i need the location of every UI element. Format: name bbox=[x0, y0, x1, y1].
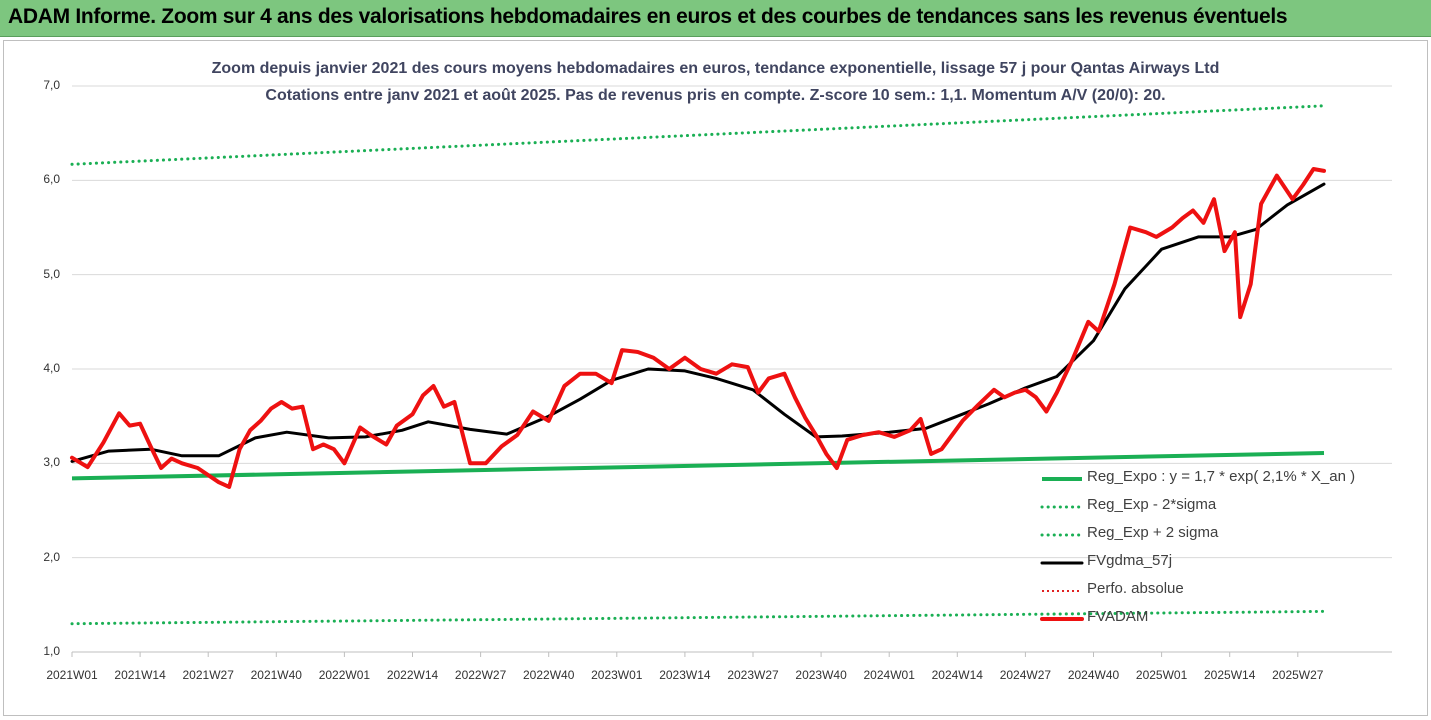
legend-label: Reg_Exp + 2 sigma bbox=[1087, 524, 1219, 541]
series-fvadam bbox=[70, 167, 1326, 489]
x-tick-label: 2024W14 bbox=[931, 668, 983, 682]
legend-label: FVADAM bbox=[1087, 608, 1149, 625]
gridlines bbox=[71, 85, 1392, 657]
legend-label: Perfo. absolue bbox=[1087, 580, 1184, 597]
x-tick-label: 2021W27 bbox=[182, 668, 234, 682]
x-tick-label: 2025W27 bbox=[1272, 668, 1324, 682]
y-tick-label: 7,0 bbox=[43, 78, 60, 92]
legend-swatch bbox=[1040, 617, 1084, 621]
legend-swatch bbox=[1040, 533, 1084, 537]
series-reg-expo bbox=[71, 451, 1325, 481]
legend-item: FVADAM bbox=[1040, 608, 1420, 628]
x-tick-label: 2022W14 bbox=[386, 668, 439, 682]
x-tick-label: 2024W40 bbox=[1067, 668, 1120, 682]
legend-label: FVgdma_57j bbox=[1087, 552, 1173, 569]
x-tick-label: 2023W14 bbox=[659, 668, 711, 682]
y-tick-label: 6,0 bbox=[43, 172, 60, 187]
x-tick-label: 2023W01 bbox=[591, 668, 643, 682]
chart-frame bbox=[3, 40, 1428, 716]
legend-label: Reg_Exp - 2*sigma bbox=[1087, 496, 1217, 513]
legend-swatch bbox=[1042, 477, 1082, 481]
x-tick-label: 2021W14 bbox=[114, 668, 166, 682]
series-reg-exp-plus-2sigma bbox=[70, 104, 1326, 166]
y-tick-label: 3,0 bbox=[43, 455, 60, 470]
report-banner: ADAM Informe. Zoom sur 4 ans des valoris… bbox=[0, 0, 1431, 37]
x-tick-label: 2025W01 bbox=[1135, 668, 1188, 682]
series-reg-exp-minus-2sigma bbox=[70, 609, 1326, 626]
x-tick-label: 2024W01 bbox=[863, 668, 915, 682]
x-tick-label: 2025W14 bbox=[1204, 668, 1256, 682]
legend-swatch bbox=[1040, 505, 1084, 509]
y-tick-label: 2,0 bbox=[43, 549, 60, 564]
legend-label: Reg_Expo : y = 1,7 * exp( 2,1% * X_an ) bbox=[1087, 468, 1356, 485]
legend-item: Perfo. absolue bbox=[1040, 580, 1420, 600]
series-fvgdma-57j bbox=[70, 182, 1326, 463]
x-tick-label: 2022W40 bbox=[523, 668, 575, 682]
legend-item: Reg_Exp - 2*sigma bbox=[1040, 496, 1420, 516]
x-tick-label: 2022W01 bbox=[318, 668, 371, 682]
x-tick-label: 2023W40 bbox=[795, 668, 847, 682]
x-tick-label: 2021W01 bbox=[46, 668, 98, 682]
legend-swatch bbox=[1040, 561, 1084, 565]
chart-title: Zoom depuis janvier 2021 des cours moyen… bbox=[211, 60, 1220, 77]
legend-item: Reg_Expo : y = 1,7 * exp( 2,1% * X_an ) bbox=[1040, 468, 1420, 488]
series-layer bbox=[70, 104, 1326, 626]
x-tick-label: 2021W40 bbox=[250, 668, 302, 682]
legend-item: Reg_Exp + 2 sigma bbox=[1040, 524, 1420, 544]
x-tick-label: 2023W27 bbox=[727, 668, 779, 682]
chart-subtitle: Cotations entre janv 2021 et août 2025. … bbox=[265, 87, 1166, 104]
y-tick-label: 4,0 bbox=[43, 361, 60, 375]
x-tick-label: 2024W27 bbox=[999, 668, 1052, 682]
banner-title: ADAM Informe. Zoom sur 4 ans des valoris… bbox=[8, 5, 1288, 28]
x-tick-label: 2022W27 bbox=[454, 668, 507, 682]
y-tick-label: 5,0 bbox=[43, 266, 60, 281]
legend-item: FVgdma_57j bbox=[1040, 552, 1420, 572]
y-tick-label: 1,0 bbox=[43, 644, 60, 658]
legend-swatch bbox=[1042, 590, 1082, 592]
